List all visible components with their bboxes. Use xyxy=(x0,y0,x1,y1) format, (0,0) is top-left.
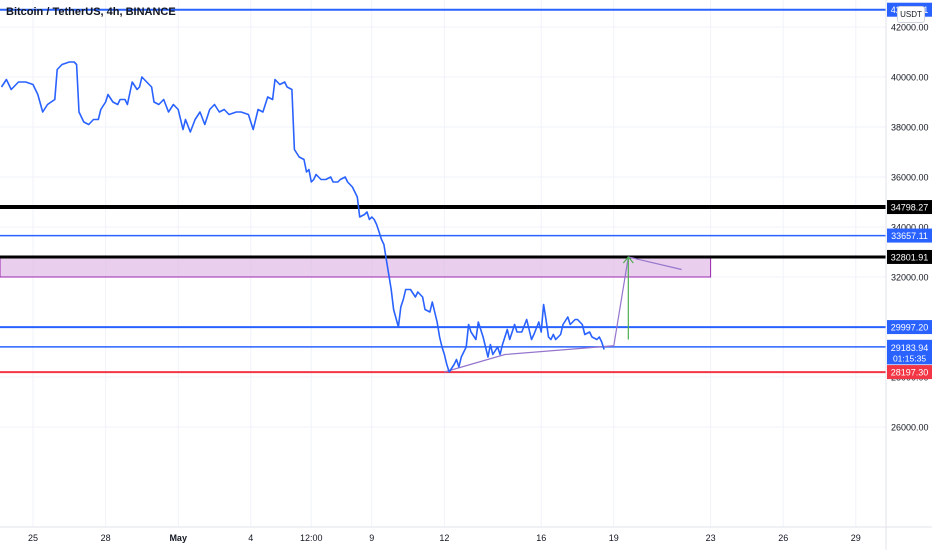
price-tick-label: 26000.00 xyxy=(891,423,929,433)
time-tick-label: 4 xyxy=(248,533,253,543)
target-arrow-head xyxy=(622,256,634,264)
currency-button[interactable]: USDT xyxy=(897,6,925,23)
time-tick-label: 29 xyxy=(851,533,861,543)
time-tick-label: 9 xyxy=(369,533,374,543)
level-price-label: 28197.30 xyxy=(891,368,929,378)
trend-drawings xyxy=(444,256,682,373)
resistance-zone xyxy=(0,256,712,278)
time-tick-label: 26 xyxy=(778,533,788,543)
price-tick-label: 40000.00 xyxy=(891,73,929,83)
level-price-label: 33657.11 xyxy=(891,231,928,241)
time-tick-label: 12:00 xyxy=(300,533,323,543)
time-tick-label: 25 xyxy=(28,533,38,543)
level-price-label: 34798.27 xyxy=(891,203,929,213)
last-price-label: 29183.94 xyxy=(891,343,929,353)
time-tick-label: 28 xyxy=(101,533,111,543)
level-price-label-bg xyxy=(887,320,932,335)
time-tick-label: 12 xyxy=(439,533,449,543)
level-price-label-bg xyxy=(887,249,932,264)
horizontal-levels xyxy=(0,8,886,374)
price-labels: 42691.4134798.2733657.1132801.9129997.20… xyxy=(887,2,932,380)
resistance-zone-rect xyxy=(0,256,712,278)
level-price-label-bg xyxy=(887,228,932,243)
countdown-label: 01:15:35 xyxy=(893,353,926,363)
time-tick-label: 19 xyxy=(609,533,619,543)
time-tick-label: 23 xyxy=(706,533,716,543)
price-tick-label: 34000.00 xyxy=(891,223,929,233)
price-tick-label: 32000.00 xyxy=(891,273,929,283)
time-tick-label: May xyxy=(169,533,187,543)
price-line xyxy=(0,61,605,373)
time-tick-label: 16 xyxy=(536,533,546,543)
price-tick-label: 38000.00 xyxy=(891,123,929,133)
level-price-label: 32801.91 xyxy=(891,252,929,262)
symbol-title: Bitcoin / TetherUS, 4h, BINANCE xyxy=(6,6,176,18)
price-tick-label: 42000.00 xyxy=(891,23,929,33)
price-tick-label: 36000.00 xyxy=(891,173,929,183)
level-price-label: 29997.20 xyxy=(891,323,929,333)
price-series xyxy=(0,61,605,373)
level-price-label-bg xyxy=(887,365,932,380)
support-trendline xyxy=(444,345,614,373)
last-price-label-bg xyxy=(887,340,932,365)
level-price-label-bg xyxy=(887,200,932,215)
